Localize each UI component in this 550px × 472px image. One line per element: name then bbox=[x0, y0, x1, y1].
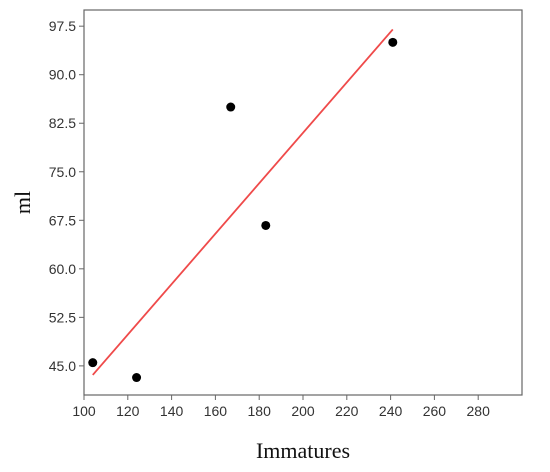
x-axis-title: Immatures bbox=[256, 438, 350, 463]
data-point-4 bbox=[261, 220, 271, 230]
fit-line bbox=[92, 28, 394, 376]
tick-label-group: 100 120 140 160 180 200 220 240 260 280 45.0 52.5 60… bbox=[49, 18, 490, 419]
point-group bbox=[88, 37, 398, 383]
x-tick-label-280: 280 bbox=[467, 403, 491, 419]
y-tick-label-75.0: 75.0 bbox=[49, 164, 76, 180]
y-tick-label-60.0: 60.0 bbox=[49, 261, 76, 277]
y-tick-label-97.5: 97.5 bbox=[49, 18, 76, 34]
plot-area bbox=[83, 9, 523, 396]
x-tick-label-200: 200 bbox=[291, 403, 315, 419]
x-tick-label-240: 240 bbox=[379, 403, 403, 419]
data-point-1 bbox=[88, 358, 98, 368]
data-point-3 bbox=[226, 102, 236, 112]
y-tick-label-52.5: 52.5 bbox=[49, 309, 76, 325]
x-tick-label-160: 160 bbox=[204, 403, 228, 419]
data-point-5 bbox=[388, 37, 398, 47]
y-tick-label-82.5: 82.5 bbox=[49, 115, 76, 131]
data-point-2 bbox=[132, 373, 142, 383]
y-tick-label-45.0: 45.0 bbox=[49, 358, 76, 374]
y-tick-label-90.0: 90.0 bbox=[49, 67, 76, 83]
y-axis-title: ml bbox=[10, 191, 35, 214]
tick-group bbox=[79, 25, 479, 400]
x-tick-label-140: 140 bbox=[160, 403, 184, 419]
fit-line-group bbox=[92, 28, 394, 376]
x-tick-label-260: 260 bbox=[423, 403, 447, 419]
y-tick-label-67.5: 67.5 bbox=[49, 212, 76, 228]
x-tick-label-180: 180 bbox=[248, 403, 272, 419]
x-tick-label-220: 220 bbox=[335, 403, 359, 419]
x-tick-label-100: 100 bbox=[72, 403, 96, 419]
x-tick-label-120: 120 bbox=[116, 403, 140, 419]
